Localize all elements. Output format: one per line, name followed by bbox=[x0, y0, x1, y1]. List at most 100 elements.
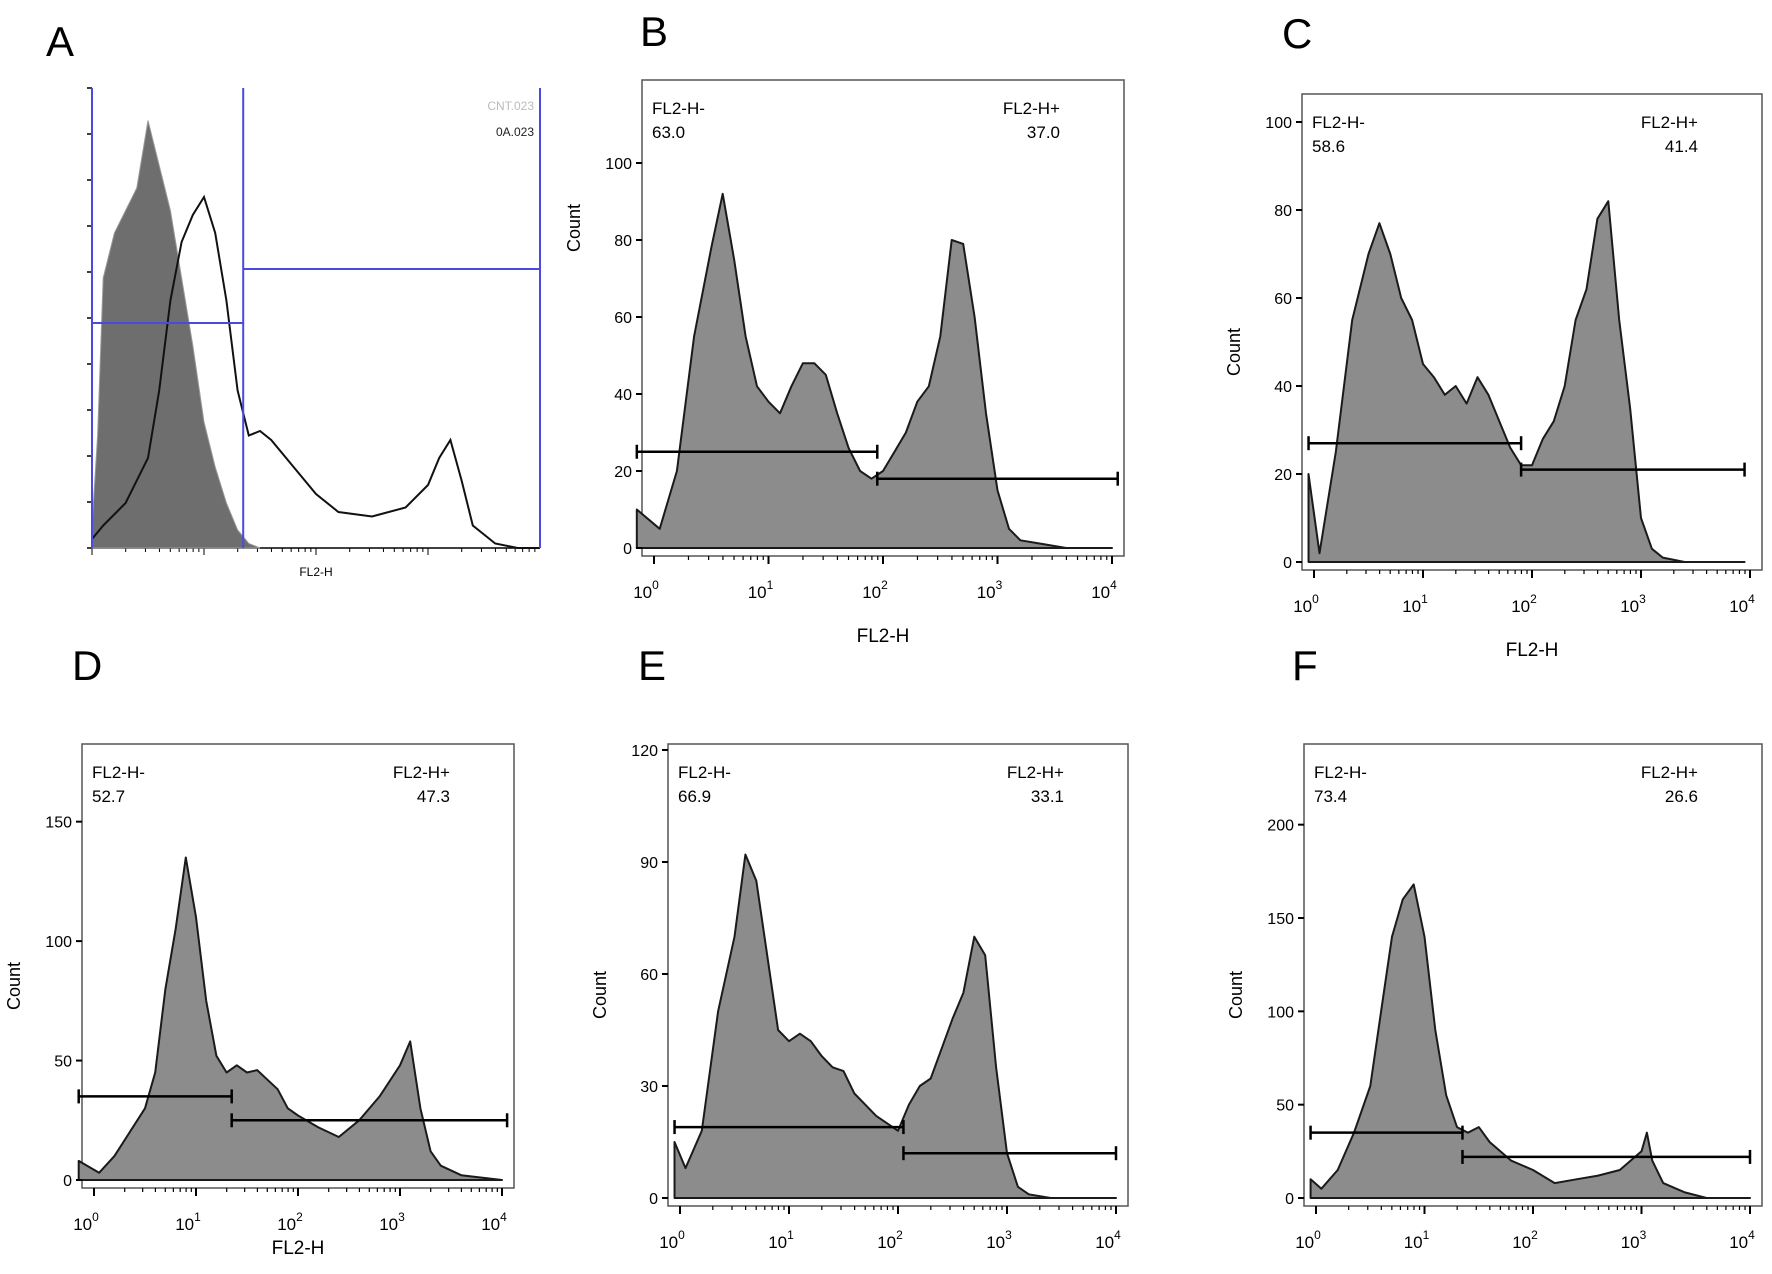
x-tick-exponent: 2 bbox=[1531, 1228, 1538, 1242]
histogram-filled-series bbox=[91, 120, 261, 549]
gate-neg-value: 66.9 bbox=[678, 787, 711, 806]
x-tick-label: 100 bbox=[1295, 1228, 1321, 1252]
x-tick-base: 10 bbox=[1404, 1233, 1423, 1252]
x-axis-label: FL2-H bbox=[857, 626, 910, 647]
x-tick-base: 10 bbox=[277, 1215, 296, 1234]
y-tick-label: 100 bbox=[45, 934, 72, 951]
y-tick-label: 60 bbox=[1274, 291, 1292, 308]
x-tick-label: 103 bbox=[977, 578, 1003, 602]
panel-label-d: D bbox=[72, 642, 102, 689]
x-tick-exponent: 0 bbox=[1312, 592, 1319, 606]
y-tick-label: 150 bbox=[1267, 911, 1294, 928]
x-tick-base: 10 bbox=[1729, 597, 1748, 616]
panel-label-b: B bbox=[640, 8, 668, 55]
x-tick-exponent: 1 bbox=[194, 1210, 201, 1224]
x-tick-base: 10 bbox=[1295, 1233, 1314, 1252]
x-tick-exponent: 1 bbox=[787, 1228, 794, 1242]
y-tick-label: 100 bbox=[1265, 115, 1292, 132]
x-tick-label: 101 bbox=[768, 1228, 794, 1252]
y-tick-label: 0 bbox=[649, 1191, 658, 1208]
y-tick-label: 0 bbox=[1285, 1191, 1294, 1208]
y-axis-label: Count bbox=[1224, 328, 1244, 376]
x-tick-exponent: 4 bbox=[1748, 1228, 1755, 1242]
x-tick-base: 10 bbox=[977, 583, 996, 602]
x-tick-base: 10 bbox=[862, 583, 881, 602]
x-tick-base: 10 bbox=[1512, 1233, 1531, 1252]
x-tick-base: 10 bbox=[1095, 1233, 1114, 1252]
x-tick-exponent: 3 bbox=[1005, 1228, 1012, 1242]
x-tick-base: 10 bbox=[1402, 597, 1421, 616]
y-tick-label: 40 bbox=[614, 387, 632, 404]
y-tick-label: 0 bbox=[1283, 555, 1292, 572]
x-tick-base: 10 bbox=[1091, 583, 1110, 602]
y-axis-label: Count bbox=[1226, 971, 1246, 1019]
histogram-area bbox=[635, 192, 1113, 549]
x-tick-base: 10 bbox=[73, 1215, 92, 1234]
legend-entry: CNT.023 bbox=[487, 99, 534, 113]
x-tick-exponent: 3 bbox=[1640, 1228, 1647, 1242]
x-tick-exponent: 0 bbox=[92, 1210, 99, 1224]
x-axis-label: FL2-H bbox=[299, 565, 332, 579]
gate-pos-label: FL2-H+ bbox=[1641, 763, 1698, 782]
y-tick-label: 90 bbox=[640, 855, 658, 872]
x-tick-exponent: 0 bbox=[678, 1228, 685, 1242]
x-tick-label: 103 bbox=[379, 1210, 405, 1234]
x-tick-label: 104 bbox=[481, 1210, 507, 1234]
x-tick-base: 10 bbox=[877, 1233, 896, 1252]
x-tick-exponent: 1 bbox=[767, 578, 774, 592]
y-tick-label: 60 bbox=[614, 310, 632, 327]
x-tick-base: 10 bbox=[481, 1215, 500, 1234]
x-tick-exponent: 4 bbox=[1114, 1228, 1121, 1242]
gate-neg-label: FL2-H- bbox=[678, 763, 731, 782]
x-tick-label: 102 bbox=[277, 1210, 303, 1234]
y-tick-label: 0 bbox=[63, 1173, 72, 1190]
gate-pos-value: 37.0 bbox=[1027, 123, 1060, 142]
y-axis-label: Count bbox=[590, 971, 610, 1019]
x-tick-base: 10 bbox=[748, 583, 767, 602]
x-tick-base: 10 bbox=[175, 1215, 194, 1234]
x-tick-label: 102 bbox=[1511, 592, 1537, 616]
x-tick-exponent: 4 bbox=[1110, 578, 1117, 592]
gate-pos-label: FL2-H+ bbox=[1641, 113, 1698, 132]
gate-pos-label: FL2-H+ bbox=[1007, 763, 1064, 782]
gate-pos-value: 41.4 bbox=[1665, 137, 1698, 156]
x-tick-label: 104 bbox=[1729, 592, 1755, 616]
x-tick-label: 103 bbox=[1621, 1228, 1647, 1252]
x-tick-label: 103 bbox=[986, 1228, 1012, 1252]
gate-neg-value: 63.0 bbox=[652, 123, 685, 142]
x-tick-base: 10 bbox=[1620, 597, 1639, 616]
y-tick-label: 80 bbox=[614, 233, 632, 250]
x-tick-base: 10 bbox=[379, 1215, 398, 1234]
x-tick-exponent: 4 bbox=[1748, 592, 1755, 606]
x-tick-exponent: 1 bbox=[1423, 1228, 1430, 1242]
y-tick-label: 150 bbox=[45, 815, 72, 832]
x-tick-label: 103 bbox=[1620, 592, 1646, 616]
gate-neg-value: 58.6 bbox=[1312, 137, 1345, 156]
x-tick-exponent: 1 bbox=[1421, 592, 1428, 606]
y-axis-label: Count bbox=[4, 962, 24, 1010]
x-tick-label: 102 bbox=[1512, 1228, 1538, 1252]
x-tick-base: 10 bbox=[1729, 1233, 1748, 1252]
panel-a: A CNT.023 0A.023 FL2-H bbox=[46, 18, 541, 579]
y-tick-label: 100 bbox=[1267, 1004, 1294, 1021]
y-tick-label: 40 bbox=[1274, 379, 1292, 396]
histogram-outline-series bbox=[91, 194, 540, 549]
y-tick-label: 50 bbox=[1276, 1098, 1294, 1115]
x-tick-base: 10 bbox=[986, 1233, 1005, 1252]
x-tick-label: 102 bbox=[877, 1228, 903, 1252]
x-tick-exponent: 3 bbox=[996, 578, 1003, 592]
x-tick-exponent: 4 bbox=[500, 1210, 507, 1224]
x-tick-label: 104 bbox=[1095, 1228, 1121, 1252]
gate-neg-label: FL2-H- bbox=[1312, 113, 1365, 132]
gate-neg-label: FL2-H- bbox=[652, 99, 705, 118]
y-axis-label: Count bbox=[564, 204, 584, 252]
x-tick-label: 100 bbox=[1293, 592, 1319, 616]
x-tick-exponent: 0 bbox=[652, 578, 659, 592]
y-tick-label: 30 bbox=[640, 1079, 658, 1096]
panel-label-a: A bbox=[46, 18, 74, 65]
x-tick-exponent: 3 bbox=[1639, 592, 1646, 606]
